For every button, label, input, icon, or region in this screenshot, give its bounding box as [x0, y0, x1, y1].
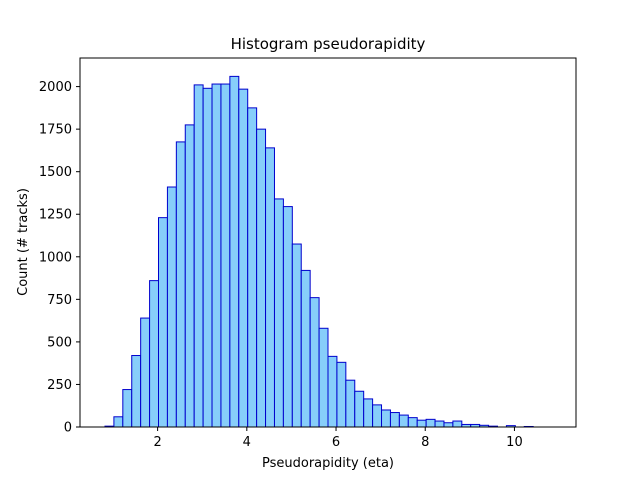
- x-axis-ticks: 2 4 6 8 10: [153, 427, 523, 450]
- histogram-bar: [229, 75, 240, 428]
- y-axis-ticks: 0 250 500 750 1000 1250 1500 1750 2000: [39, 80, 80, 436]
- y-tick-label: 1750: [39, 123, 72, 138]
- histogram-bar: [158, 217, 168, 428]
- histogram-bar: [211, 83, 222, 428]
- histogram-bar: [309, 297, 320, 428]
- x-tick-label: 6: [332, 435, 340, 450]
- y-tick-label: 250: [47, 378, 72, 393]
- histogram-bar: [434, 420, 445, 428]
- histogram-bar: [354, 390, 365, 428]
- histogram-bar: [131, 355, 142, 428]
- histogram-bar: [398, 414, 409, 428]
- histogram-bar: [416, 419, 427, 428]
- histogram-bar: [166, 186, 177, 428]
- plot-frame: [79, 57, 577, 428]
- x-tick-label: 8: [421, 435, 429, 450]
- y-tick-label: 750: [47, 293, 72, 308]
- histogram-bar: [345, 379, 356, 428]
- histogram-bar: [282, 206, 293, 428]
- bars-group: [104, 75, 534, 428]
- histogram-bar: [122, 389, 133, 428]
- x-tick-label: 2: [153, 435, 161, 450]
- histogram-bar: [318, 327, 329, 428]
- y-tick-label: 1000: [39, 250, 72, 265]
- histogram-bar: [113, 416, 124, 428]
- histogram-bar: [452, 420, 463, 428]
- histogram-bar: [407, 417, 418, 428]
- histogram-bar: [202, 87, 213, 428]
- histogram-bar: [220, 83, 231, 428]
- histogram-bar: [265, 147, 275, 428]
- x-axis-label: Pseudorapidity (eta): [262, 456, 394, 471]
- histogram-bar: [184, 124, 195, 428]
- chart-title: Histogram pseudorapidity: [231, 35, 426, 53]
- y-tick-label: 0: [64, 421, 72, 436]
- histogram-bar: [175, 141, 186, 428]
- histogram-bar: [238, 88, 249, 428]
- histogram-bar: [381, 409, 391, 428]
- histogram-bar: [256, 128, 267, 428]
- histogram-bar: [363, 398, 374, 428]
- y-tick-label: 500: [47, 335, 72, 350]
- histogram-bar: [149, 280, 160, 428]
- histogram-bar: [140, 317, 151, 428]
- x-tick-label: 10: [506, 435, 523, 450]
- histogram-bar: [273, 198, 284, 428]
- histogram-bar: [389, 412, 400, 428]
- histogram-bar: [336, 361, 347, 428]
- y-tick-label: 1250: [39, 208, 72, 223]
- y-tick-label: 1500: [39, 165, 72, 180]
- x-tick-label: 4: [243, 435, 251, 450]
- histogram-bar: [327, 355, 338, 428]
- histogram-bar: [300, 269, 311, 428]
- histogram-bar: [291, 243, 302, 428]
- y-tick-label: 2000: [39, 80, 72, 95]
- histogram-bar: [425, 418, 436, 428]
- histogram-bar: [247, 107, 258, 428]
- histogram-bar: [372, 404, 383, 428]
- histogram-bar: [443, 422, 454, 428]
- histogram-bar: [193, 84, 204, 428]
- y-axis-label: Count (# tracks): [16, 188, 31, 296]
